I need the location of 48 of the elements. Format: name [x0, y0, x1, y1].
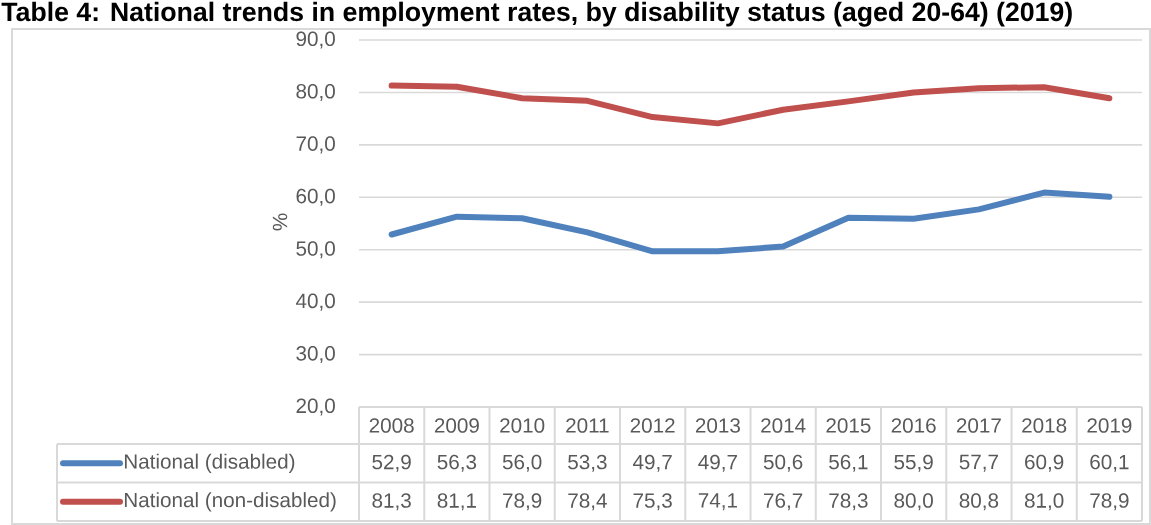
data-label: 53,3	[568, 454, 607, 472]
data-label: 80,8	[959, 493, 999, 511]
data-label: 60,9	[1025, 454, 1064, 472]
data-label: 56,0	[502, 454, 542, 472]
x-tick-label: 2017	[956, 418, 1001, 433]
data-label: 56,3	[437, 454, 477, 472]
x-tick-label: 2015	[826, 418, 871, 433]
data-label: 78,4	[568, 493, 607, 511]
x-tick-label: 2009	[434, 418, 479, 433]
y-tick-label: 40,0	[296, 293, 335, 311]
data-label: 78,3	[829, 493, 868, 511]
data-label: 81,1	[437, 493, 476, 511]
data-label: 81,3	[372, 493, 411, 511]
y-tick-label: 20,0	[296, 398, 335, 416]
data-label: 78,9	[503, 493, 542, 511]
data-label: 81,0	[1024, 493, 1064, 511]
y-tick-label: 80,0	[296, 83, 335, 101]
x-tick-label: 2018	[1022, 418, 1067, 433]
data-label: 50,6	[763, 454, 803, 472]
data-label: 60,1	[1090, 454, 1129, 472]
legend-label: National (non-disabled)	[124, 492, 336, 512]
y-tick-label: 70,0	[296, 136, 335, 154]
chart-title: Table 4: National trends in employment rates, by disability status (aged 20-64) (2019)	[1, 1, 1072, 27]
y-tick-label: 30,0	[296, 346, 335, 364]
x-tick-label: 2012	[630, 418, 675, 433]
x-tick-label: 2008	[369, 418, 414, 433]
y-tick-label: 60,0	[296, 188, 335, 206]
x-tick-label: 2010	[500, 418, 545, 433]
y-tick-label: 50,0	[296, 241, 335, 259]
data-label: 52,9	[372, 454, 411, 472]
data-label: 57,7	[959, 454, 998, 472]
x-tick-label: 2013	[695, 418, 740, 433]
x-tick-label: 2019	[1087, 418, 1132, 433]
y-axis-title: %	[272, 213, 288, 231]
data-label: 76,7	[764, 493, 803, 511]
data-label: 78,9	[1090, 493, 1129, 511]
y-tick-label: 90,0	[296, 31, 335, 49]
data-label: 49,7	[633, 454, 672, 472]
data-label: 55,9	[894, 454, 933, 472]
data-label: 75,3	[633, 493, 672, 511]
data-label: 80,0	[894, 493, 933, 511]
legend-label: National (disabled)	[124, 453, 295, 473]
data-label: 56,1	[829, 454, 868, 472]
data-label: 74,1	[698, 493, 737, 511]
data-label: 49,7	[698, 454, 737, 472]
x-tick-label: 2016	[891, 418, 936, 433]
x-tick-label: 2014	[761, 418, 806, 433]
x-tick-label: 2011	[566, 418, 609, 433]
